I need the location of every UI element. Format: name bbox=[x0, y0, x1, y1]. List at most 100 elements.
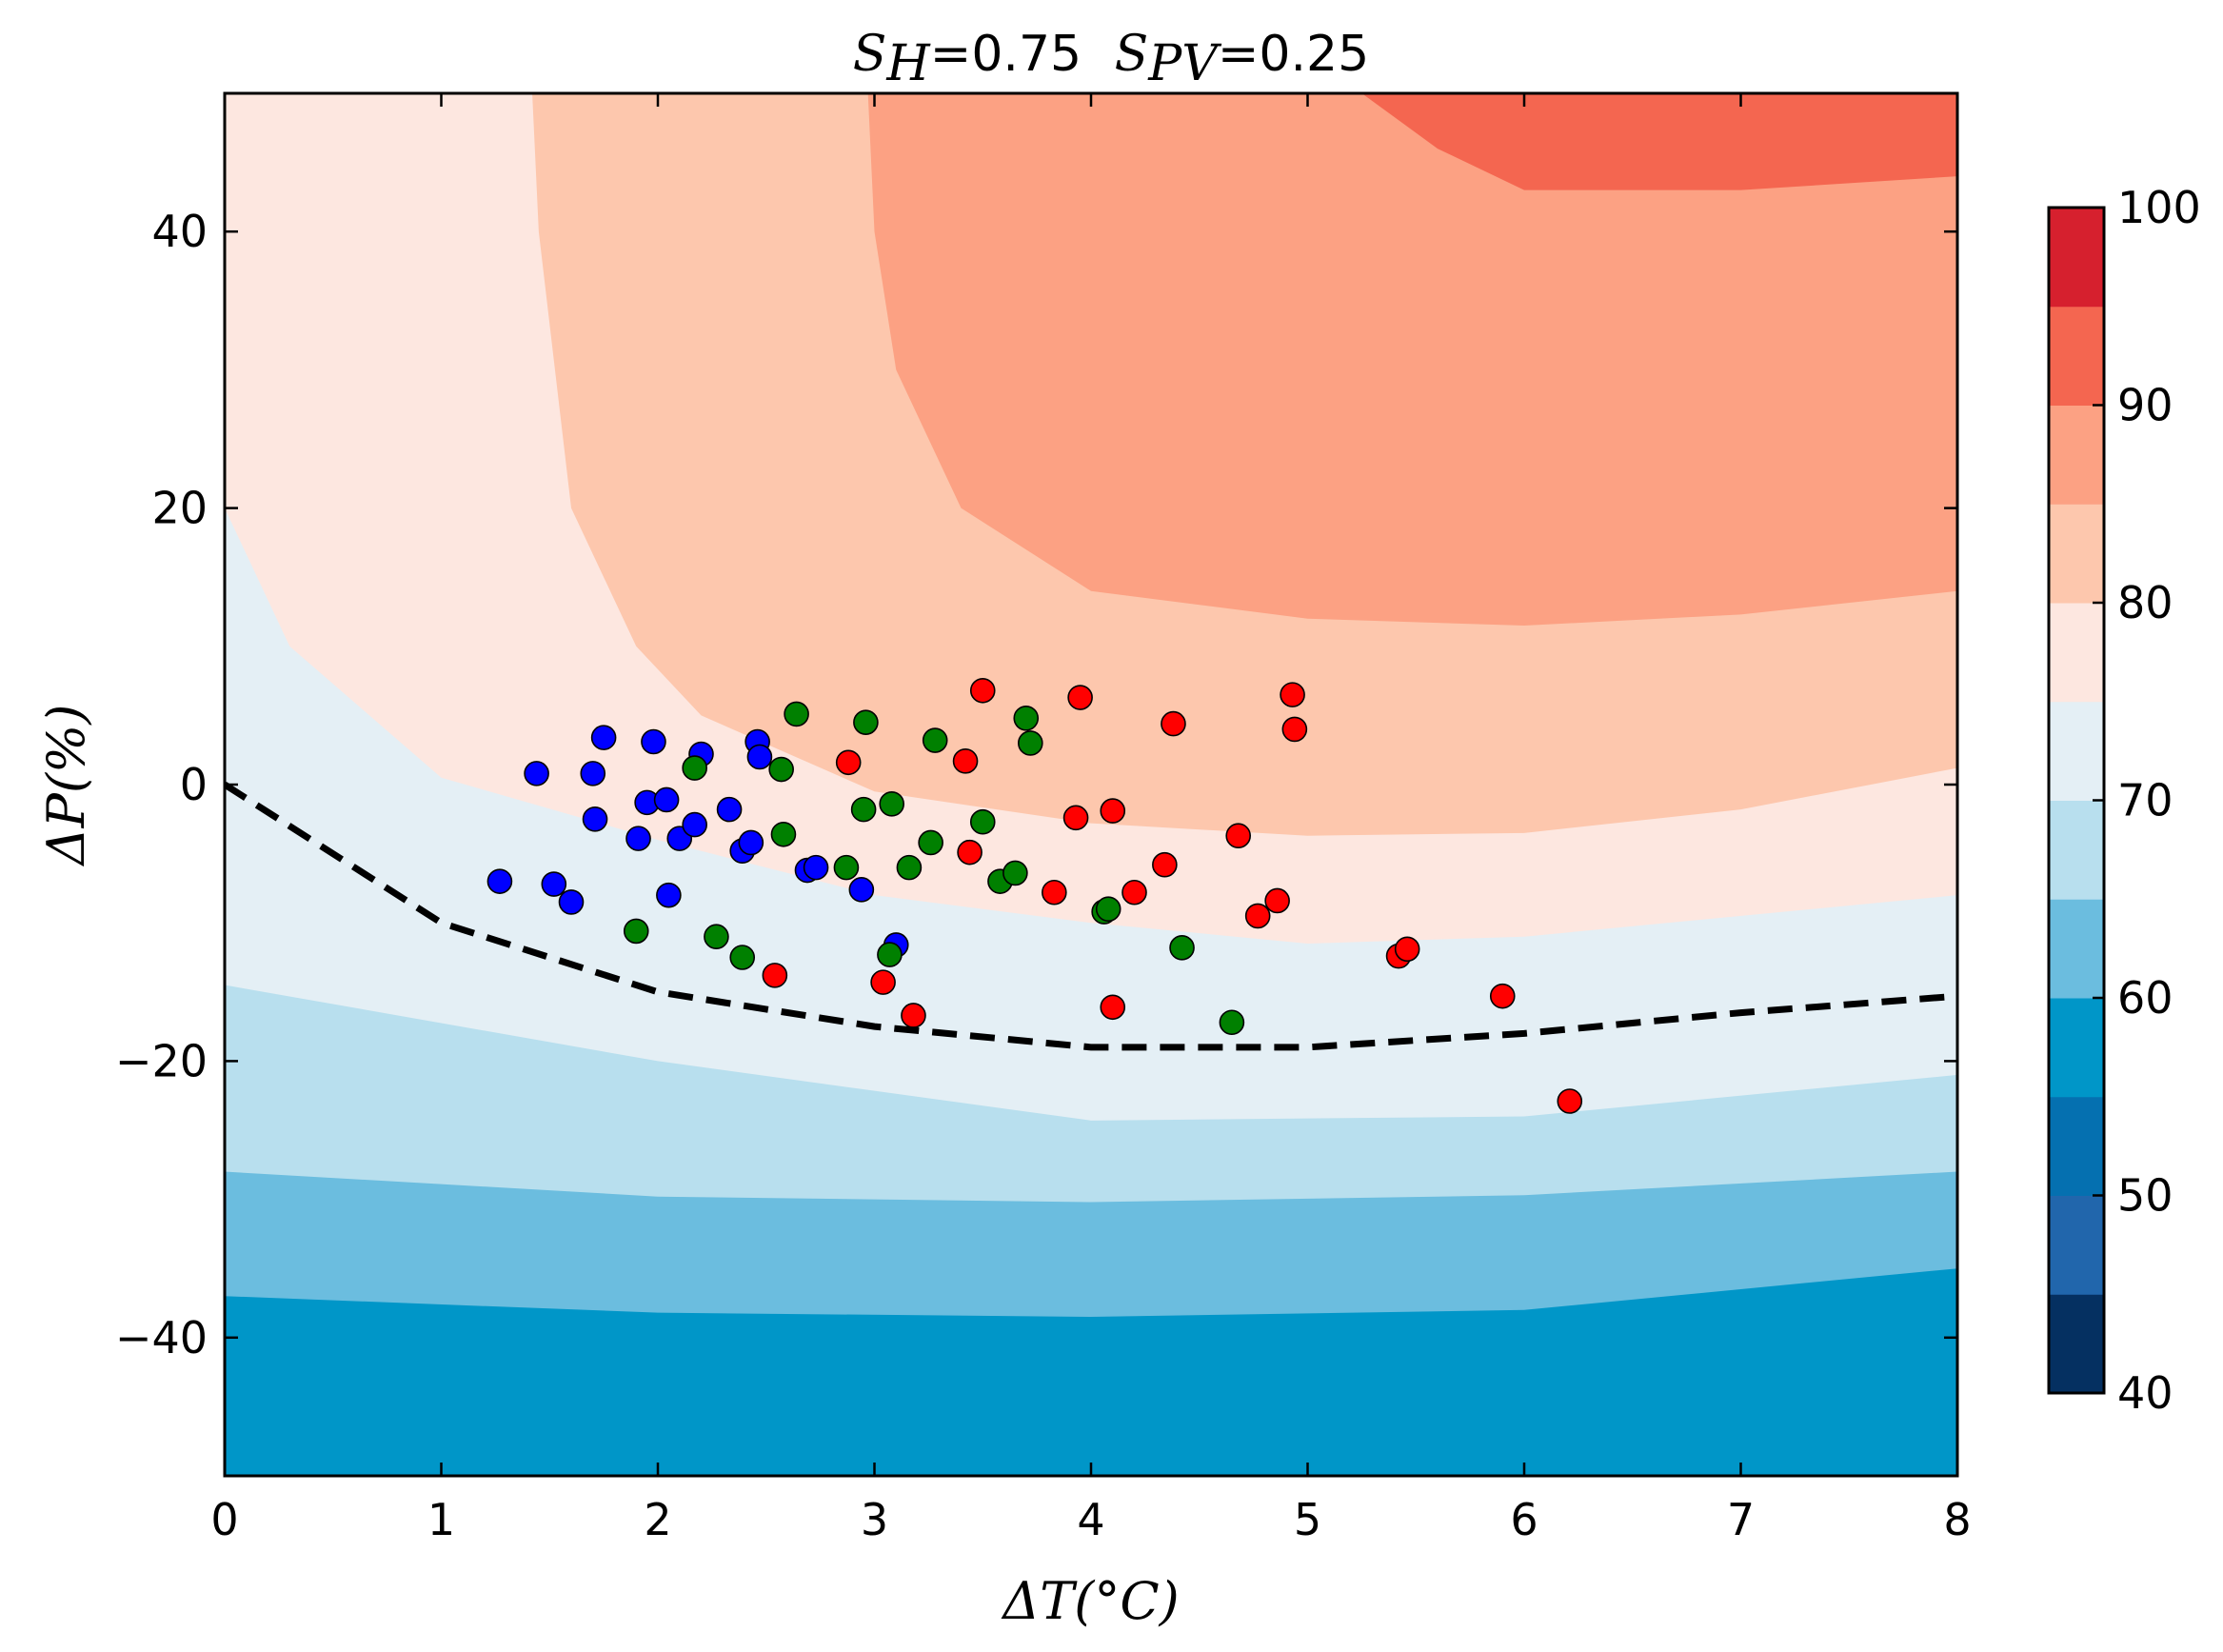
y-axis-label: ΔP(%) bbox=[36, 705, 96, 867]
plot-area bbox=[223, 91, 1959, 1478]
green-point-1 bbox=[682, 755, 707, 781]
green-point-17 bbox=[1002, 860, 1028, 886]
blue-point-21 bbox=[803, 854, 829, 881]
red-point-23 bbox=[1557, 1088, 1583, 1114]
red-point-15 bbox=[1225, 823, 1251, 849]
colorbar-segment-50 bbox=[2049, 1096, 2104, 1196]
colorbar-tick-label-70: 70 bbox=[2117, 775, 2173, 826]
x-tick-label-8: 8 bbox=[1943, 1494, 1971, 1545]
x-axis-label: ΔT(°C) bbox=[1001, 1571, 1179, 1631]
x-tick-label-1: 1 bbox=[427, 1494, 455, 1545]
x-tick-label-6: 6 bbox=[1510, 1494, 1538, 1545]
blue-point-13 bbox=[682, 811, 707, 838]
green-point-18 bbox=[1013, 706, 1040, 731]
blue-point-1 bbox=[524, 761, 549, 786]
colorbar-segment-85 bbox=[2049, 405, 2104, 505]
blue-point-15 bbox=[716, 796, 743, 823]
blue-point-0 bbox=[486, 868, 513, 894]
x-tick-label-5: 5 bbox=[1294, 1494, 1321, 1545]
title-spv-value: =0.25 bbox=[1218, 26, 1369, 83]
y-tick-label-40: 40 bbox=[151, 206, 208, 257]
red-point-8 bbox=[1062, 805, 1089, 831]
red-point-4 bbox=[952, 748, 979, 774]
red-point-0 bbox=[762, 963, 788, 988]
green-point-2 bbox=[704, 924, 729, 950]
blue-point-9 bbox=[641, 728, 666, 755]
y-tick-label-20: 20 bbox=[151, 483, 208, 534]
red-point-22 bbox=[1489, 983, 1516, 1009]
blue-point-19 bbox=[746, 744, 773, 770]
red-point-17 bbox=[1264, 887, 1290, 914]
green-point-14 bbox=[922, 727, 948, 753]
title-sh-value: =0.75 bbox=[930, 26, 1082, 83]
colorbar-segment-70 bbox=[2049, 701, 2104, 801]
x-axis: 0 1 2 3 4 5 6 7 8 bbox=[210, 93, 1972, 1545]
blue-point-10 bbox=[653, 786, 680, 813]
colorbar-tick-label-50: 50 bbox=[2117, 1170, 2173, 1222]
green-point-22 bbox=[1169, 935, 1195, 961]
colorbar-segment-45 bbox=[2049, 1195, 2104, 1295]
blue-point-3 bbox=[558, 889, 585, 915]
blue-point-11 bbox=[656, 882, 682, 908]
green-point-23 bbox=[1219, 1009, 1245, 1036]
blue-point-4 bbox=[580, 761, 606, 786]
green-point-10 bbox=[877, 942, 903, 967]
blue-point-17 bbox=[738, 829, 764, 856]
red-point-7 bbox=[1042, 879, 1067, 906]
colorbar-segment-60 bbox=[2049, 899, 2104, 999]
x-tick-label-2: 2 bbox=[644, 1494, 671, 1545]
colorbar: 40 50 60 70 80 90 100 bbox=[2047, 182, 2201, 1419]
colorbar-tick-label-80: 80 bbox=[2117, 577, 2173, 628]
red-point-21 bbox=[1394, 936, 1420, 963]
colorbar-segment-80 bbox=[2049, 504, 2104, 604]
blue-point-6 bbox=[590, 725, 617, 750]
green-point-9 bbox=[853, 709, 879, 735]
green-point-5 bbox=[770, 821, 797, 847]
y-axis: −40 −20 0 20 40 bbox=[115, 206, 1957, 1363]
green-point-21 bbox=[1095, 896, 1121, 922]
red-point-3 bbox=[901, 1003, 926, 1028]
green-point-13 bbox=[918, 829, 943, 856]
red-point-18 bbox=[1280, 682, 1305, 707]
blue-point-5 bbox=[582, 806, 608, 832]
title-sh-symbol: S bbox=[853, 26, 887, 83]
title-spacer bbox=[1099, 26, 1115, 83]
green-point-4 bbox=[768, 756, 794, 783]
green-point-19 bbox=[1018, 730, 1043, 756]
green-point-7 bbox=[833, 854, 860, 881]
colorbar-segment-75 bbox=[2049, 603, 2104, 703]
colorbar-tick-label-90: 90 bbox=[2117, 380, 2173, 431]
green-point-15 bbox=[969, 808, 996, 835]
green-point-11 bbox=[879, 791, 905, 817]
red-point-9 bbox=[1067, 685, 1093, 710]
red-point-12 bbox=[1121, 879, 1147, 906]
x-tick-label-4: 4 bbox=[1077, 1494, 1104, 1545]
colorbar-segment-90 bbox=[2049, 306, 2104, 406]
contour-bands bbox=[225, 93, 1957, 1318]
colorbar-segment-65 bbox=[2049, 800, 2104, 900]
scatter-points bbox=[486, 677, 1583, 1114]
blue-point-2 bbox=[541, 871, 567, 897]
colorbar-tick-label-40: 40 bbox=[2117, 1367, 2173, 1419]
green-point-0 bbox=[623, 918, 649, 945]
threshold-dashed-line bbox=[225, 782, 1957, 1051]
red-point-16 bbox=[1244, 903, 1271, 929]
red-point-1 bbox=[835, 749, 862, 776]
title-spv-symbol: S bbox=[1115, 26, 1149, 83]
red-point-14 bbox=[1161, 710, 1186, 737]
green-point-8 bbox=[850, 796, 877, 823]
chart-title: SH=0.75 SPV=0.25 bbox=[853, 26, 1369, 92]
title-sh-subscript: H bbox=[885, 35, 931, 92]
red-point-5 bbox=[957, 839, 982, 866]
colorbar-tick-label-60: 60 bbox=[2117, 972, 2173, 1024]
y-tick-label--20: −20 bbox=[115, 1035, 208, 1086]
red-point-19 bbox=[1281, 716, 1308, 743]
contour-band-80 bbox=[867, 93, 1957, 627]
x-tick-label-3: 3 bbox=[861, 1494, 888, 1545]
colorbar-segment-55 bbox=[2049, 998, 2104, 1098]
contour-band-85 bbox=[1361, 93, 1957, 190]
red-point-13 bbox=[1152, 851, 1178, 878]
blue-point-22 bbox=[848, 877, 875, 903]
colorbar-tick-label-100: 100 bbox=[2117, 182, 2201, 233]
